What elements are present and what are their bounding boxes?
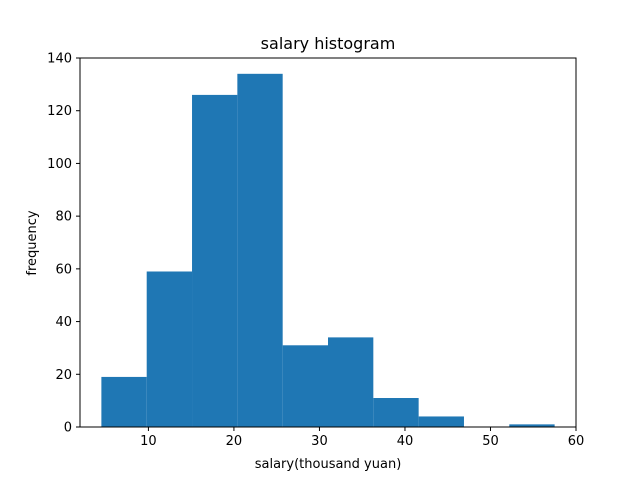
y-tick-label: 120 <box>47 104 72 119</box>
plot-frame <box>79 57 577 428</box>
histogram-bar <box>509 424 555 427</box>
y-tick-label: 140 <box>47 52 72 67</box>
x-tick-label: 60 <box>568 434 585 449</box>
histogram-bar <box>237 73 283 428</box>
histogram-bar <box>192 94 238 428</box>
x-axis-label: salary(thousand yuan) <box>255 457 402 472</box>
chart-title: salary histogram <box>261 34 396 53</box>
y-tick-label: 60 <box>55 262 72 277</box>
x-tick-label: 30 <box>311 434 328 449</box>
y-tick-label: 0 <box>64 421 72 436</box>
histogram-bar <box>373 398 419 427</box>
y-axis-label: frequency <box>25 210 40 276</box>
y-axis-ticks: 0 20 40 60 80 100 120 140 <box>47 52 80 436</box>
x-tick-label: 10 <box>140 434 157 449</box>
y-tick-label: 100 <box>47 157 72 172</box>
bars-group <box>101 73 555 428</box>
x-tick-label: 40 <box>397 434 414 449</box>
x-tick-label: 20 <box>226 434 243 449</box>
histogram-bar <box>418 416 464 427</box>
histogram-bar <box>282 345 328 427</box>
y-tick-label: 20 <box>55 368 72 383</box>
histogram-bar <box>146 271 193 427</box>
x-tick-label: 50 <box>482 434 499 449</box>
x-axis-ticks: 10 20 30 40 50 60 <box>140 427 584 449</box>
histogram-bar <box>101 376 147 427</box>
y-tick-label: 40 <box>55 315 72 330</box>
y-tick-label: 80 <box>55 210 72 225</box>
histogram-bar <box>328 337 374 427</box>
